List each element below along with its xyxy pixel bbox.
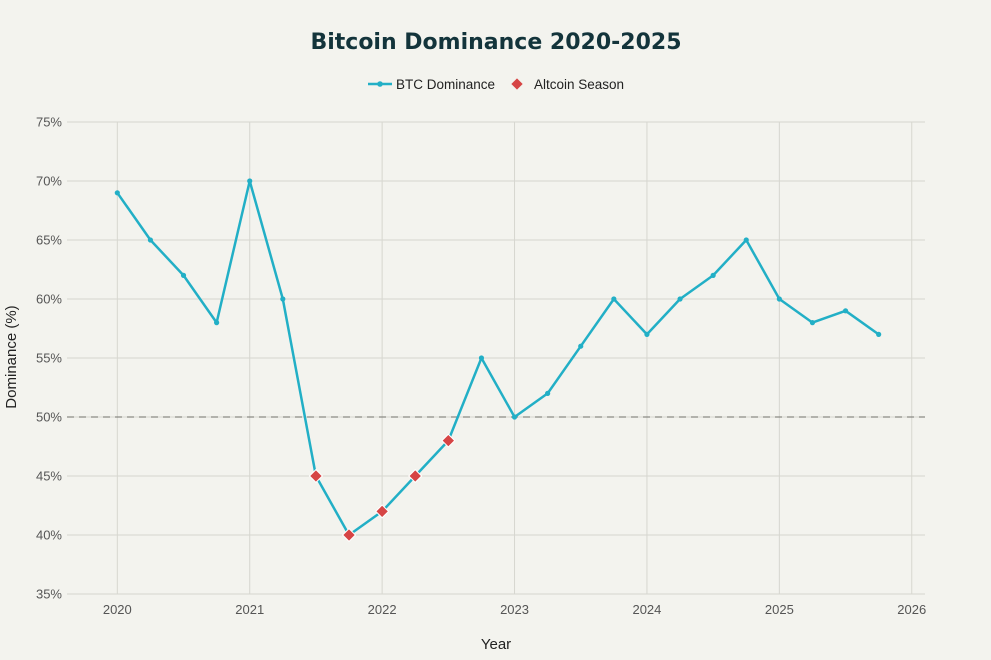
data-point-btc-dominance [478, 355, 485, 361]
x-tick-label: 2021 [235, 602, 264, 617]
data-point-btc-dominance [247, 178, 253, 184]
x-tick-label: 2024 [632, 602, 661, 617]
y-tick-label: 40% [36, 528, 62, 543]
data-point-btc-dominance [114, 190, 120, 196]
legend-label-altcoin-season: Altcoin Season [534, 77, 624, 92]
x-axis-ticks: 2020 2021 2022 2023 2024 2025 2026 [103, 602, 926, 617]
data-point-altcoin-season [408, 468, 423, 484]
legend-marker-btc-dominance [377, 81, 383, 87]
series-layer [114, 178, 882, 543]
y-axis-ticks: 35% 40% 45% 50% 55% 60% 65% 70% 75% [36, 115, 62, 602]
data-point-btc-dominance [511, 414, 518, 420]
series-line-btc-dominance [116, 179, 880, 537]
data-point-btc-dominance [545, 390, 551, 396]
data-point-btc-dominance [776, 296, 782, 302]
data-point-altcoin-season [375, 504, 390, 519]
y-tick-label: 70% [36, 174, 62, 189]
x-tick-label: 2020 [103, 602, 132, 617]
legend-marker-altcoin-season [511, 78, 523, 90]
gridlines [67, 121, 925, 595]
y-tick-label: 55% [36, 351, 62, 366]
data-point-btc-dominance [809, 320, 816, 326]
data-point-btc-dominance [876, 331, 882, 337]
data-point-altcoin-season [341, 527, 357, 543]
data-point-btc-dominance [842, 308, 849, 314]
x-tick-label: 2026 [897, 602, 926, 617]
data-point-btc-dominance [214, 320, 220, 326]
y-tick-label: 75% [36, 115, 62, 130]
y-tick-label: 45% [36, 469, 62, 484]
data-point-altcoin-season [441, 433, 456, 448]
y-tick-label: 50% [36, 410, 62, 425]
x-axis-title: Year [481, 636, 511, 653]
legend-label-btc-dominance: BTC Dominance [396, 77, 495, 92]
data-point-btc-dominance [677, 296, 683, 302]
data-point-btc-dominance [180, 272, 187, 278]
data-point-btc-dominance [743, 237, 749, 243]
data-point-btc-dominance [147, 237, 154, 243]
x-tick-label: 2025 [765, 602, 794, 617]
data-point-btc-dominance [710, 272, 716, 278]
x-tick-label: 2022 [368, 602, 397, 617]
data-point-btc-dominance [280, 296, 286, 302]
data-point-btc-dominance [644, 331, 650, 337]
data-point-btc-dominance [611, 296, 617, 302]
data-point-btc-dominance [578, 343, 584, 349]
y-tick-label: 60% [36, 292, 62, 307]
legend: BTC Dominance Altcoin Season [368, 77, 624, 92]
y-axis-title: Dominance (%) [3, 305, 20, 408]
x-tick-label: 2023 [500, 602, 529, 617]
y-tick-label: 35% [36, 587, 62, 602]
data-point-altcoin-season [308, 468, 323, 484]
y-tick-label: 65% [36, 233, 62, 248]
chart-title: Bitcoin Dominance 2020-2025 [310, 30, 681, 55]
